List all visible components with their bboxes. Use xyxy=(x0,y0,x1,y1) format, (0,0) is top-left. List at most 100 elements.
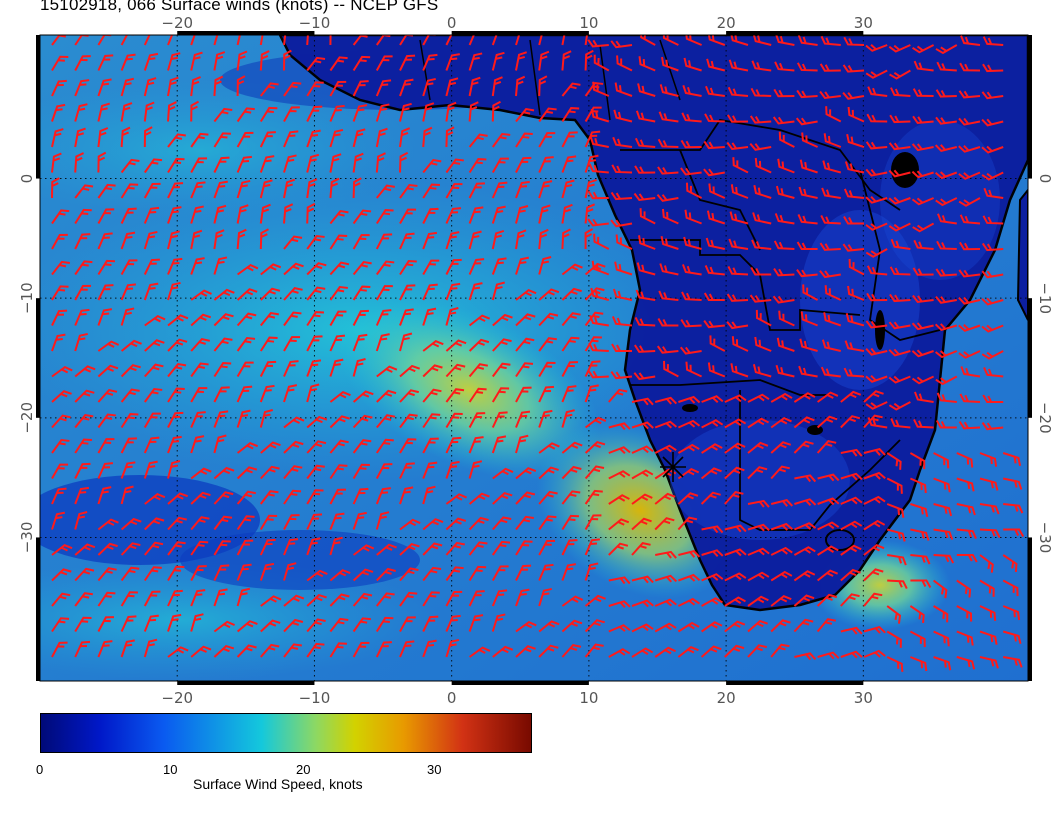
wind-barb xyxy=(911,143,934,152)
wind-barb xyxy=(754,336,772,352)
wind-barb xyxy=(422,126,433,148)
wind-barb xyxy=(631,647,654,658)
wind-barb xyxy=(847,285,865,301)
wind-barb xyxy=(190,181,206,199)
wind-barb xyxy=(74,260,93,276)
wind-barb xyxy=(747,644,767,658)
wind-barb xyxy=(143,206,160,224)
wind-barb xyxy=(445,436,462,454)
wind-barb xyxy=(888,348,911,357)
wind-barb xyxy=(610,40,633,49)
wind-barb xyxy=(329,56,348,72)
wind-barb xyxy=(914,391,934,403)
wind-barb xyxy=(913,419,934,429)
wind-barb xyxy=(911,197,934,206)
wind-barb xyxy=(682,264,702,276)
wind-barb xyxy=(798,365,818,378)
wind-barb xyxy=(190,132,209,148)
wind-barb xyxy=(631,445,654,454)
wind-barb xyxy=(422,388,442,403)
wind-barb xyxy=(468,182,485,199)
lat-tick-right: −30 xyxy=(1036,522,1054,554)
wind-barb xyxy=(747,499,770,508)
wind-barb xyxy=(1003,528,1025,537)
wind-barb xyxy=(259,131,276,148)
wind-barb xyxy=(956,452,974,468)
wind-barb xyxy=(611,316,633,327)
wind-barb xyxy=(376,389,397,403)
wind-barb xyxy=(795,117,818,126)
wind-barb xyxy=(561,107,580,123)
wind-barb xyxy=(843,188,865,199)
wind-barb xyxy=(634,344,656,353)
wind-barb xyxy=(817,391,839,403)
wind-barb xyxy=(236,644,257,658)
wind-barb xyxy=(584,538,600,556)
wind-barb xyxy=(584,130,601,148)
wind-barb xyxy=(634,317,656,327)
wind-barb xyxy=(445,35,462,46)
lat-tick-labels-right: 0 −10 −20 −30 xyxy=(1036,174,1054,553)
wind-barb xyxy=(728,59,749,72)
wind-barb xyxy=(422,461,438,479)
wind-barb xyxy=(329,569,351,582)
wind-barb xyxy=(190,313,212,327)
wind-barb xyxy=(515,467,537,480)
wind-barb xyxy=(840,472,863,481)
wind-barb xyxy=(190,540,209,556)
wind-barb xyxy=(866,292,888,302)
wind-barb xyxy=(708,183,726,199)
wind-barb xyxy=(979,528,1001,538)
wind-barb xyxy=(608,494,630,505)
wind-barb xyxy=(74,543,96,556)
lon-tick-bottom: 0 xyxy=(447,689,457,707)
wind-map: −20 −10 0 10 20 30 −20 −10 0 10 20 30 0 −10 −20 −30 0… xyxy=(18,14,1054,707)
wind-barb xyxy=(747,523,770,532)
wind-barb xyxy=(584,203,596,224)
wind-barb xyxy=(167,133,186,148)
wind-barb xyxy=(515,75,526,97)
wind-barb xyxy=(633,372,656,381)
lon-tick-top: 20 xyxy=(717,14,736,32)
wind-barb xyxy=(306,440,327,454)
wind-barb xyxy=(843,367,865,378)
wind-barb xyxy=(816,569,839,582)
wind-barb xyxy=(236,288,258,301)
wind-barb xyxy=(399,640,415,658)
wind-barb xyxy=(936,392,957,403)
wind-barb xyxy=(865,320,888,329)
wind-barb xyxy=(639,208,656,225)
wind-barb xyxy=(468,338,490,352)
wind-barb xyxy=(706,210,726,225)
wind-barb xyxy=(213,564,230,581)
wind-barb xyxy=(375,152,386,173)
wind-barb xyxy=(704,265,725,276)
wind-barb xyxy=(352,128,366,148)
wind-barb xyxy=(190,362,209,378)
wind-barb xyxy=(283,360,299,377)
wind-barb xyxy=(958,269,981,278)
wind-barb xyxy=(190,35,205,46)
wind-barb xyxy=(167,157,185,174)
wind-barb xyxy=(120,566,140,582)
wind-barb xyxy=(840,650,863,659)
wind-barb xyxy=(960,366,981,378)
wind-barb xyxy=(468,436,484,454)
wind-barb xyxy=(958,171,981,180)
wind-barb xyxy=(329,334,346,352)
wind-barb xyxy=(822,160,842,174)
wind-barb xyxy=(491,565,509,581)
wind-barb xyxy=(817,651,840,660)
wind-barb xyxy=(468,35,484,46)
wind-barb xyxy=(51,390,72,403)
wind-barb xyxy=(982,394,1004,403)
lon-tick-bottom: 30 xyxy=(854,689,873,707)
wind-barb xyxy=(912,222,935,233)
wind-barb xyxy=(445,53,460,71)
wind-barb xyxy=(979,579,995,597)
wind-barb xyxy=(468,516,489,531)
wind-barb xyxy=(935,295,957,304)
wind-barb xyxy=(120,231,136,250)
wind-barb xyxy=(911,375,935,385)
wind-barb xyxy=(283,49,292,71)
